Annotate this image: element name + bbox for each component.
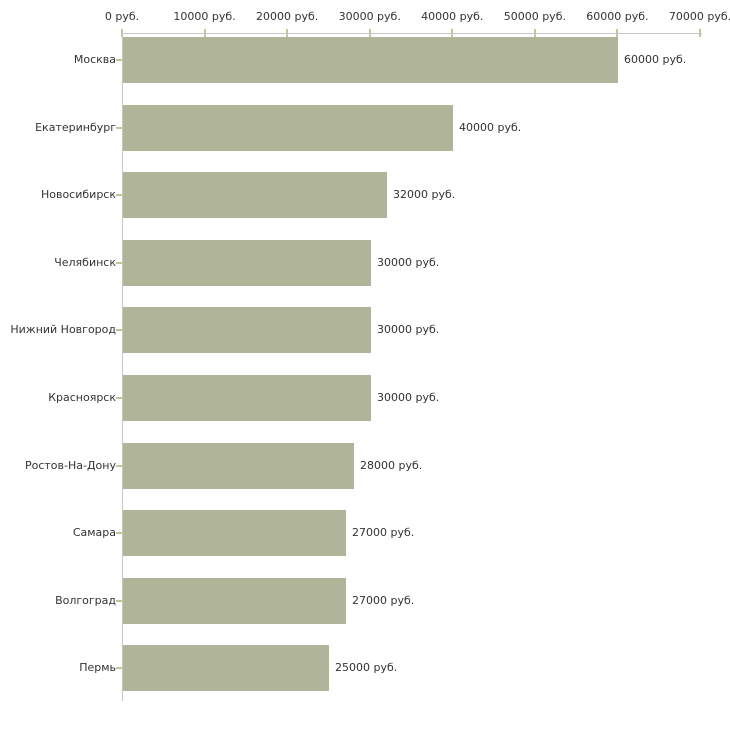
- category-label: Нижний Новгород: [10, 323, 116, 336]
- bar: [123, 510, 346, 556]
- y-axis-tick-mark: [116, 194, 122, 196]
- value-label: 27000 руб.: [352, 526, 415, 539]
- x-axis-tick-label: 70000 руб.: [668, 10, 730, 23]
- y-axis-tick-mark: [116, 127, 122, 129]
- bar: [123, 645, 329, 691]
- x-axis-tick-label: 10000 руб.: [173, 10, 236, 23]
- value-label: 27000 руб.: [352, 594, 415, 607]
- bar: [123, 37, 618, 83]
- bar: [123, 307, 371, 353]
- x-axis-tick-label: 40000 руб.: [421, 10, 484, 23]
- category-label: Волгоград: [55, 594, 116, 607]
- bar: [123, 240, 371, 286]
- bar: [123, 172, 387, 218]
- category-label: Екатеринбург: [35, 121, 116, 134]
- y-axis-tick-mark: [116, 262, 122, 264]
- bar: [123, 578, 346, 624]
- y-axis-tick-mark: [116, 600, 122, 602]
- category-label: Новосибирск: [40, 188, 116, 201]
- value-label: 40000 руб.: [459, 121, 522, 134]
- category-label: Москва: [73, 53, 116, 66]
- y-axis-tick-mark: [116, 59, 122, 61]
- y-axis-tick-mark: [116, 532, 122, 534]
- category-label: Самара: [72, 526, 116, 539]
- x-axis-tick-label: 30000 руб.: [338, 10, 401, 23]
- value-label: 28000 руб.: [360, 459, 423, 472]
- value-label: 30000 руб.: [377, 391, 440, 404]
- y-axis-line: [122, 33, 123, 701]
- value-label: 30000 руб.: [377, 256, 440, 269]
- x-axis-line: [122, 33, 702, 34]
- y-axis-tick-mark: [116, 397, 122, 399]
- category-label: Пермь: [79, 661, 116, 674]
- bar: [123, 375, 371, 421]
- bar: [123, 443, 354, 489]
- value-label: 25000 руб.: [335, 661, 398, 674]
- y-axis-tick-mark: [116, 465, 122, 467]
- y-axis-tick-mark: [116, 329, 122, 331]
- x-axis-tick-label: 50000 руб.: [503, 10, 566, 23]
- category-label: Красноярск: [48, 391, 116, 404]
- bar: [123, 105, 453, 151]
- value-label: 30000 руб.: [377, 323, 440, 336]
- value-label: 60000 руб.: [624, 53, 687, 66]
- y-axis-tick-mark: [116, 667, 122, 669]
- x-axis-tick-label: 20000 руб.: [256, 10, 319, 23]
- x-axis-tick-label: 0 руб.: [104, 10, 140, 23]
- category-label: Ростов-На-Дону: [24, 459, 116, 472]
- category-label: Челябинск: [54, 256, 116, 269]
- value-label: 32000 руб.: [393, 188, 456, 201]
- x-axis-tick-label: 60000 руб.: [586, 10, 649, 23]
